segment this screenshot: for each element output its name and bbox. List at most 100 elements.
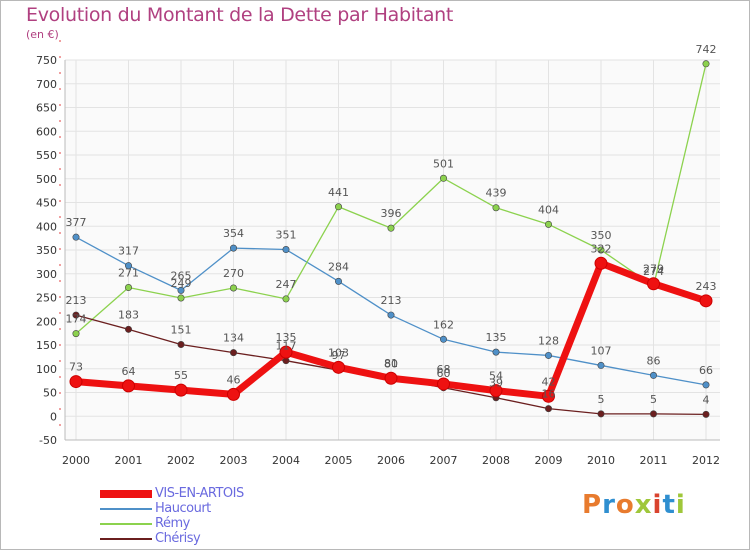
- logo-letter: x: [634, 490, 653, 520]
- data-point-cherisy: [702, 410, 710, 418]
- data-label-vis-en-artois: 103: [328, 346, 349, 359]
- x-tick-label: 2011: [640, 454, 668, 467]
- data-point-haucourt: [492, 348, 500, 356]
- data-point-haucourt: [387, 311, 395, 319]
- data-point-vis-en-artois: [332, 360, 345, 374]
- x-tick-label: 2003: [220, 454, 248, 467]
- x-tick-label: 2006: [377, 454, 405, 467]
- logo-letter: o: [615, 490, 635, 520]
- legend-label: Haucourt: [155, 501, 211, 516]
- y-tick-label: -50: [39, 434, 57, 447]
- data-label-vis-en-artois: 46: [227, 373, 241, 386]
- data-point-haucourt: [649, 371, 657, 379]
- data-point-cherisy: [177, 341, 185, 349]
- data-label-cherisy: 5: [650, 393, 657, 406]
- data-label-cherisy: 134: [223, 332, 244, 345]
- data-point-vis-en-artois: [594, 256, 608, 270]
- data-label-haucourt: 135: [486, 331, 507, 344]
- data-point-haucourt: [125, 262, 133, 270]
- data-point-cherisy: [544, 405, 552, 413]
- legend-swatch: [100, 537, 152, 540]
- data-point-vis-en-artois: [384, 371, 398, 385]
- data-point-vis-en-artois: [647, 277, 660, 291]
- data-label-remy: 249: [171, 277, 192, 290]
- data-label-remy: 439: [486, 187, 507, 200]
- data-label-haucourt: 162: [433, 318, 454, 331]
- data-point-remy: [597, 246, 605, 254]
- y-tick-label: 300: [36, 268, 57, 281]
- logo-letter: t: [662, 490, 676, 520]
- data-point-remy: [230, 284, 238, 292]
- data-point-vis-en-artois: [542, 389, 555, 403]
- data-label-vis-en-artois: 322: [591, 242, 612, 255]
- y-tick-label: 200: [36, 315, 57, 328]
- data-label-vis-en-artois: 54: [489, 370, 503, 383]
- data-label-cherisy: 183: [118, 308, 139, 321]
- x-tick-label: 2000: [62, 454, 90, 467]
- data-label-cherisy: 213: [66, 294, 87, 307]
- data-label-remy: 247: [276, 278, 297, 291]
- data-point-remy: [177, 294, 185, 302]
- data-point-vis-en-artois: [69, 375, 83, 389]
- data-point-haucourt: [177, 286, 185, 294]
- data-label-vis-en-artois: 68: [437, 363, 451, 376]
- data-label-vis-en-artois: 80: [384, 357, 398, 370]
- legend-label: VIS-EN-ARTOIS: [155, 486, 244, 501]
- legend-label: Rémy: [155, 516, 190, 531]
- x-tick-label: 2002: [167, 454, 195, 467]
- data-label-remy: 396: [381, 207, 402, 220]
- legend-swatch: [100, 489, 152, 498]
- data-point-haucourt: [439, 335, 447, 343]
- logo-letter: r: [602, 490, 616, 520]
- data-label-vis-en-artois: 42: [542, 375, 556, 388]
- data-point-haucourt: [544, 351, 552, 359]
- data-point-haucourt: [702, 381, 710, 389]
- data-label-remy: 350: [591, 229, 612, 242]
- data-label-vis-en-artois: 55: [174, 369, 188, 382]
- data-point-vis-en-artois: [437, 377, 450, 391]
- data-point-vis-en-artois: [227, 387, 240, 401]
- data-point-cherisy: [125, 325, 133, 333]
- data-label-cherisy: 5: [598, 393, 605, 406]
- data-point-cherisy: [597, 410, 605, 418]
- data-label-cherisy: 60: [437, 367, 451, 380]
- data-label-haucourt: 107: [591, 344, 612, 357]
- data-label-remy: 271: [118, 267, 139, 280]
- legend-label: Chérisy: [155, 531, 201, 546]
- x-tick-label: 2005: [325, 454, 353, 467]
- data-label-haucourt: 351: [276, 229, 297, 242]
- data-label-haucourt: 213: [381, 294, 402, 307]
- data-point-vis-en-artois: [122, 379, 135, 393]
- legend-swatch: [100, 522, 152, 525]
- y-tick-label: 600: [36, 125, 57, 138]
- y-tick-label: 350: [36, 244, 57, 257]
- x-tick-label: 2009: [535, 454, 563, 467]
- y-tick-label: 100: [36, 363, 57, 376]
- data-label-remy: 441: [328, 186, 349, 199]
- logo-letter: i: [652, 490, 663, 520]
- data-label-remy: 404: [538, 203, 559, 216]
- y-tick-label: 0: [50, 410, 57, 423]
- data-label-vis-en-artois: 279: [643, 263, 664, 276]
- data-label-haucourt: 317: [118, 245, 139, 258]
- data-point-vis-en-artois: [174, 383, 188, 397]
- data-label-haucourt: 284: [328, 260, 349, 273]
- data-label-haucourt: 66: [699, 364, 713, 377]
- y-tick-label: 450: [36, 197, 57, 210]
- data-label-vis-en-artois: 243: [696, 280, 717, 293]
- data-label-remy: 174: [66, 313, 87, 326]
- data-label-vis-en-artois: 135: [276, 331, 297, 344]
- data-label-vis-en-artois: 64: [122, 365, 136, 378]
- data-point-haucourt: [230, 244, 238, 252]
- data-label-remy: 501: [433, 157, 454, 170]
- data-label-remy: 742: [696, 43, 717, 56]
- data-point-vis-en-artois: [699, 294, 713, 308]
- data-point-cherisy: [72, 311, 80, 319]
- x-tick-label: 2007: [430, 454, 458, 467]
- data-label-haucourt: 265: [171, 269, 192, 282]
- data-point-remy: [702, 60, 710, 68]
- legend-swatch: [100, 507, 152, 510]
- y-tick-label: 250: [36, 292, 57, 305]
- x-tick-label: 2004: [272, 454, 300, 467]
